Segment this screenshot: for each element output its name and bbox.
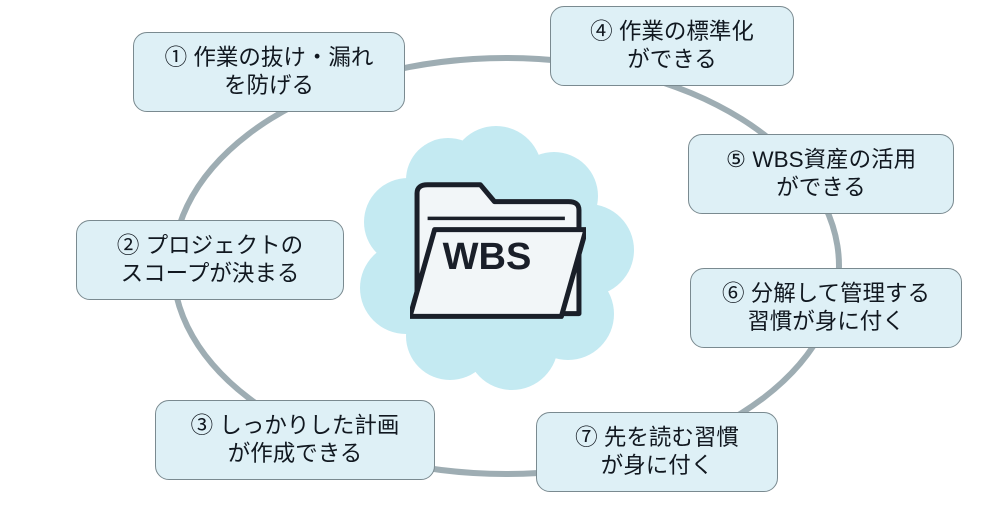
box-3: ③ しっかりした計画が作成できる: [155, 400, 435, 480]
box-3-line-2: が作成できる: [228, 440, 363, 468]
box-1-line-1: ① 作業の抜け・漏れ: [165, 44, 374, 72]
box-7-line-1: ⑦ 先を読む習慣: [575, 424, 739, 452]
box-6: ⑥ 分解して管理する習慣が身に付く: [690, 268, 962, 348]
folder-label: WBS: [432, 236, 542, 279]
box-1: ① 作業の抜け・漏れを防げる: [133, 32, 405, 112]
box-3-line-1: ③ しっかりした計画: [191, 412, 400, 440]
box-4: ④ 作業の標準化ができる: [550, 6, 794, 86]
box-2-line-2: スコープが決まる: [121, 260, 300, 288]
box-5-line-2: ができる: [776, 174, 866, 202]
box-6-line-1: ⑥ 分解して管理する: [722, 280, 930, 308]
box-7: ⑦ 先を読む習慣が身に付く: [536, 412, 778, 492]
box-5-line-1: ⑤ WBS資産の活用: [726, 146, 916, 174]
box-1-line-2: を防げる: [224, 72, 314, 100]
box-5: ⑤ WBS資産の活用ができる: [688, 134, 954, 214]
box-2-line-1: ② プロジェクトの: [117, 232, 303, 260]
box-4-line-2: ができる: [627, 46, 717, 74]
box-4-line-1: ④ 作業の標準化: [590, 18, 754, 46]
box-6-line-2: 習慣が身に付く: [747, 308, 905, 336]
diagram-root: WBS ① 作業の抜け・漏れを防げる ② プロジェクトのスコープが決まる ③ しっかり…: [0, 0, 1000, 521]
box-7-line-2: が身に付く: [601, 452, 714, 480]
box-2: ② プロジェクトのスコープが決まる: [76, 220, 344, 300]
